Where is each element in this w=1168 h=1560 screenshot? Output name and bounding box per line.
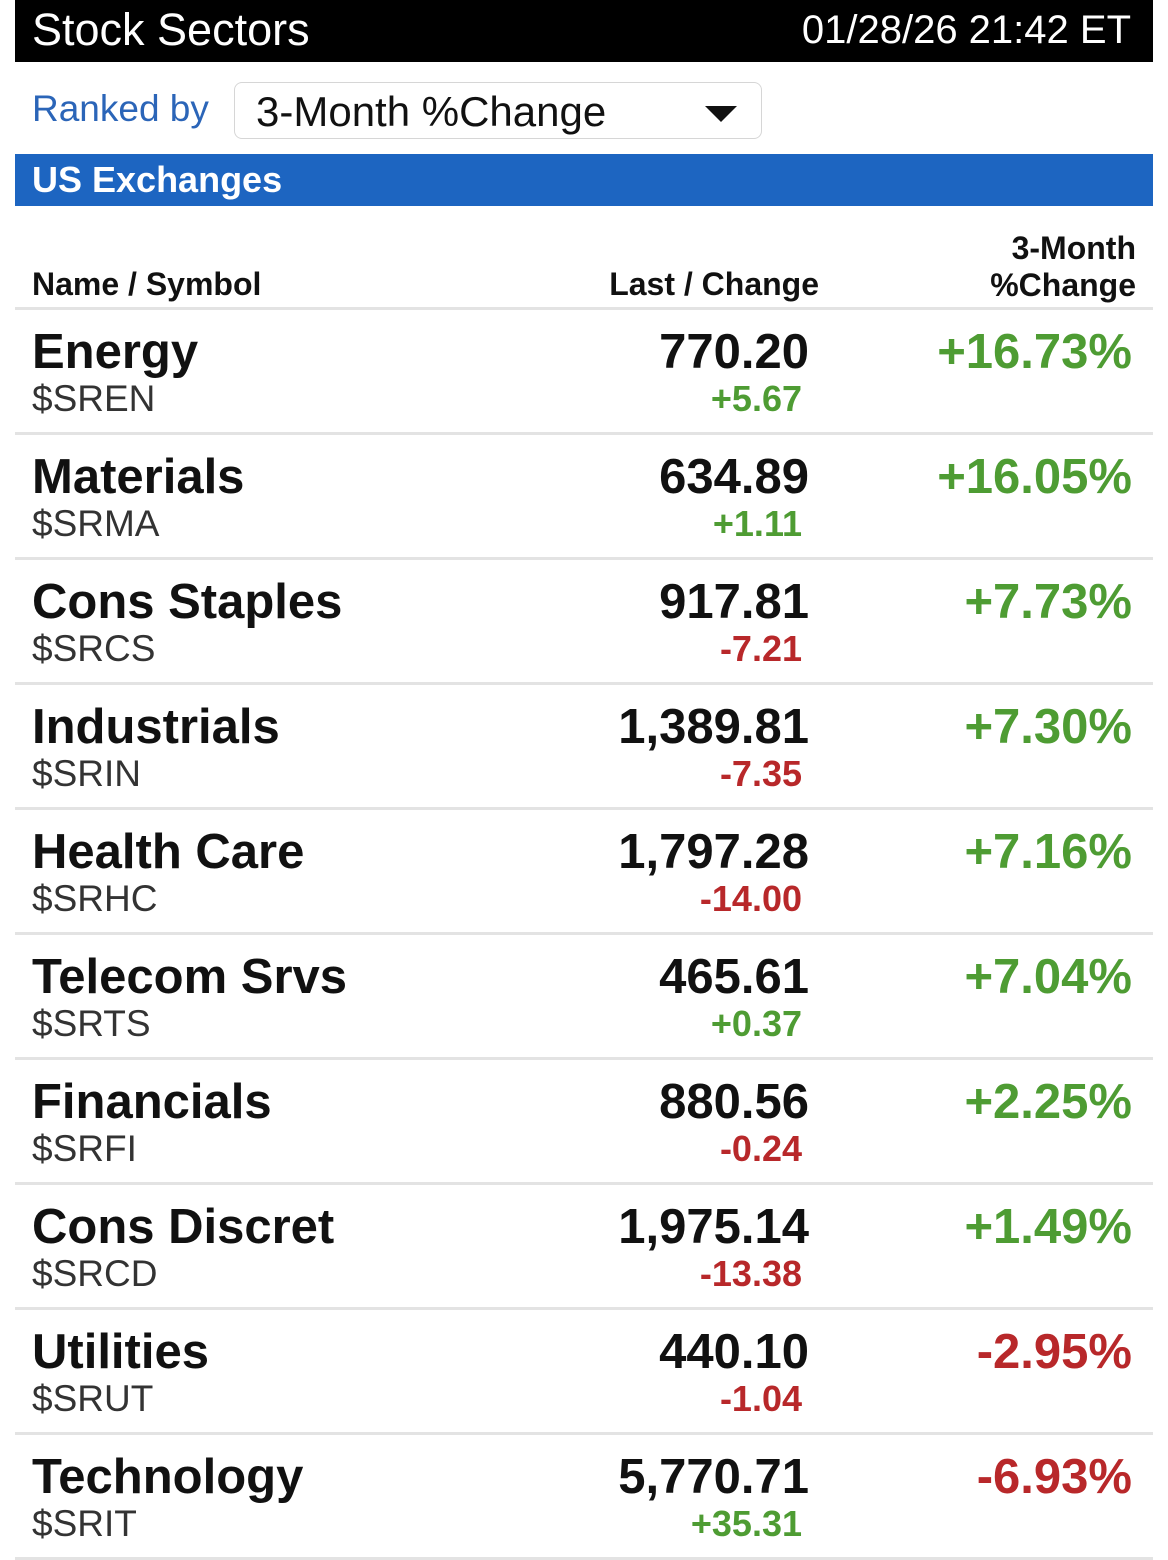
three-month-pct-change: +1.49%	[964, 1200, 1132, 1254]
sector-symbol: $SRHC	[32, 878, 158, 919]
sector-symbol: $SREN	[32, 378, 156, 419]
last-price: 917.81	[659, 575, 809, 629]
ranking-select[interactable]: 3-Month %Change	[234, 82, 762, 139]
price-change: -1.04	[719, 1378, 802, 1419]
last-price: 465.61	[659, 950, 809, 1004]
three-month-pct-change: +7.16%	[964, 825, 1132, 879]
section-header: US Exchanges	[15, 154, 1153, 206]
price-change: -7.35	[719, 753, 802, 794]
sector-symbol: $SRFI	[32, 1128, 137, 1169]
price-change: -14.00	[699, 878, 802, 919]
column-3month-pct[interactable]: 3-Month %Change	[836, 230, 1136, 304]
table-row[interactable]: Technology $SRIT 5,770.71 +35.31 -6.93%	[15, 1435, 1153, 1560]
table-row[interactable]: Energy $SREN 770.20 +5.67 +16.73%	[15, 310, 1153, 435]
last-price: 770.20	[659, 325, 809, 379]
section-title: US Exchanges	[32, 159, 283, 200]
table-row[interactable]: Telecom Srvs $SRTS 465.61 +0.37 +7.04%	[15, 935, 1153, 1060]
last-price: 1,975.14	[618, 1200, 809, 1254]
table-row[interactable]: Utilities $SRUT 440.10 -1.04 -2.95%	[15, 1310, 1153, 1435]
sector-list: Energy $SREN 770.20 +5.67 +16.73% Materials $S…	[15, 310, 1153, 1560]
price-change: +35.31	[690, 1503, 802, 1544]
column-header: Name / Symbol Last / Change 3-Month %Cha…	[15, 206, 1153, 310]
price-change: -0.24	[719, 1128, 802, 1169]
last-price: 440.10	[659, 1325, 809, 1379]
sector-name: Cons Staples	[32, 575, 343, 629]
stock-sectors-screen: Stock Sectors 01/28/26 21:42 ET Ranked b…	[15, 0, 1153, 1560]
price-change: +1.11	[712, 503, 802, 544]
three-month-pct-change: +7.04%	[964, 950, 1132, 1004]
sector-symbol: $SRIT	[32, 1503, 137, 1544]
three-month-pct-change: +7.73%	[964, 575, 1132, 629]
sector-symbol: $SRCS	[32, 628, 156, 669]
chevron-down-icon	[705, 106, 737, 122]
price-change: +5.67	[710, 378, 802, 419]
table-row[interactable]: Cons Staples $SRCS 917.81 -7.21 +7.73%	[15, 560, 1153, 685]
ranking-select-value: 3-Month %Change	[256, 88, 607, 135]
price-change: -7.21	[719, 628, 802, 669]
sector-name: Cons Discret	[32, 1200, 335, 1254]
sector-name: Financials	[32, 1075, 272, 1129]
table-row[interactable]: Financials $SRFI 880.56 -0.24 +2.25%	[15, 1060, 1153, 1185]
last-price: 634.89	[659, 450, 809, 504]
column-name-symbol[interactable]: Name / Symbol	[32, 266, 262, 302]
sector-symbol: $SRMA	[32, 503, 160, 544]
three-month-pct-change: -2.95%	[976, 1325, 1132, 1379]
page-title: Stock Sectors	[32, 4, 310, 55]
table-row[interactable]: Health Care $SRHC 1,797.28 -14.00 +7.16%	[15, 810, 1153, 935]
three-month-pct-change: +2.25%	[964, 1075, 1132, 1129]
sector-symbol: $SRTS	[32, 1003, 151, 1044]
last-price: 5,770.71	[618, 1450, 809, 1504]
last-price: 880.56	[659, 1075, 809, 1129]
sector-name: Materials	[32, 450, 245, 504]
ranking-row: Ranked by 3-Month %Change	[15, 62, 1153, 154]
three-month-pct-change: +16.73%	[937, 325, 1132, 379]
three-month-pct-change: -6.93%	[976, 1450, 1132, 1504]
sector-name: Telecom Srvs	[32, 950, 348, 1004]
sector-name: Technology	[32, 1450, 304, 1504]
sector-name: Health Care	[32, 825, 305, 879]
column-last-change[interactable]: Last / Change	[609, 266, 819, 302]
table-row[interactable]: Cons Discret $SRCD 1,975.14 -13.38 +1.49%	[15, 1185, 1153, 1310]
sector-name: Industrials	[32, 700, 280, 754]
sector-symbol: $SRCD	[32, 1253, 158, 1294]
ranked-by-label: Ranked by	[32, 88, 209, 129]
sector-name: Utilities	[32, 1325, 209, 1379]
price-change: +0.37	[710, 1003, 802, 1044]
last-price: 1,389.81	[618, 700, 809, 754]
column-3month-pct-line2: %Change	[990, 267, 1136, 303]
sector-symbol: $SRUT	[32, 1378, 154, 1419]
table-row[interactable]: Industrials $SRIN 1,389.81 -7.35 +7.30%	[15, 685, 1153, 810]
last-price: 1,797.28	[618, 825, 809, 879]
column-3month-pct-line1: 3-Month	[1011, 230, 1136, 266]
three-month-pct-change: +16.05%	[937, 450, 1132, 504]
price-change: -13.38	[699, 1253, 802, 1294]
top-bar: Stock Sectors 01/28/26 21:42 ET	[15, 0, 1153, 62]
table-row[interactable]: Materials $SRMA 634.89 +1.11 +16.05%	[15, 435, 1153, 560]
three-month-pct-change: +7.30%	[964, 700, 1132, 754]
sector-name: Energy	[32, 325, 199, 379]
sector-symbol: $SRIN	[32, 753, 141, 794]
timestamp: 01/28/26 21:42 ET	[801, 8, 1131, 52]
